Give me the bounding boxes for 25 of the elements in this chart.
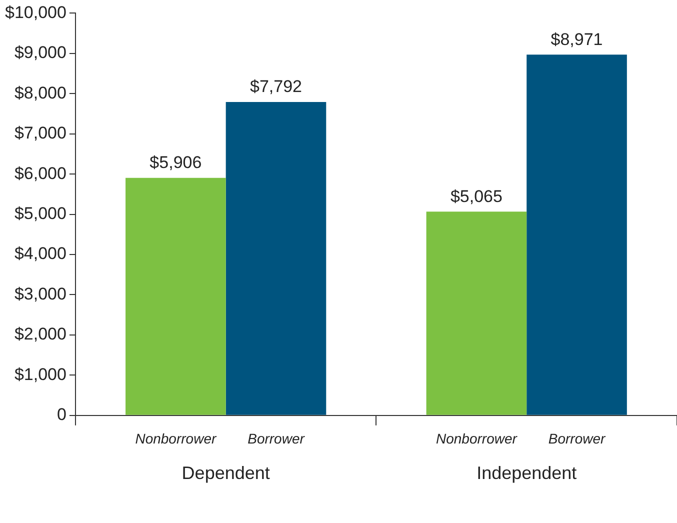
bar (126, 178, 226, 415)
y-tick-label: $6,000 (14, 164, 66, 183)
data-label: $7,792 (250, 77, 302, 96)
y-tick-label: $1,000 (14, 364, 66, 384)
x-tick-label: Dependent (182, 463, 270, 484)
y-tick-label: $7,000 (14, 124, 66, 143)
y-tick-label: $9,000 (14, 43, 66, 62)
data-label: $8,971 (550, 30, 603, 49)
y-tick-label: $5,000 (14, 204, 66, 223)
data-label: $5,065 (450, 186, 502, 206)
x-tick-label: Independent (476, 463, 577, 484)
y-tick-label: $8,000 (14, 83, 66, 102)
bar (426, 212, 527, 415)
bar (226, 102, 326, 415)
bar (526, 54, 627, 415)
series-label: Nonborrower (135, 430, 218, 446)
y-tick-label: $4,000 (14, 244, 66, 264)
y-tick-label: 0 (56, 405, 66, 424)
text: Borrower (548, 430, 606, 446)
y-tick-label: $2,000 (14, 324, 66, 344)
text: Nonborrower (436, 430, 517, 446)
data-label: $5,906 (150, 153, 202, 172)
y-tick-label: $3,000 (14, 284, 66, 304)
y-tick-label: $10,000 (5, 2, 66, 22)
series-label: Borrower (248, 430, 306, 446)
